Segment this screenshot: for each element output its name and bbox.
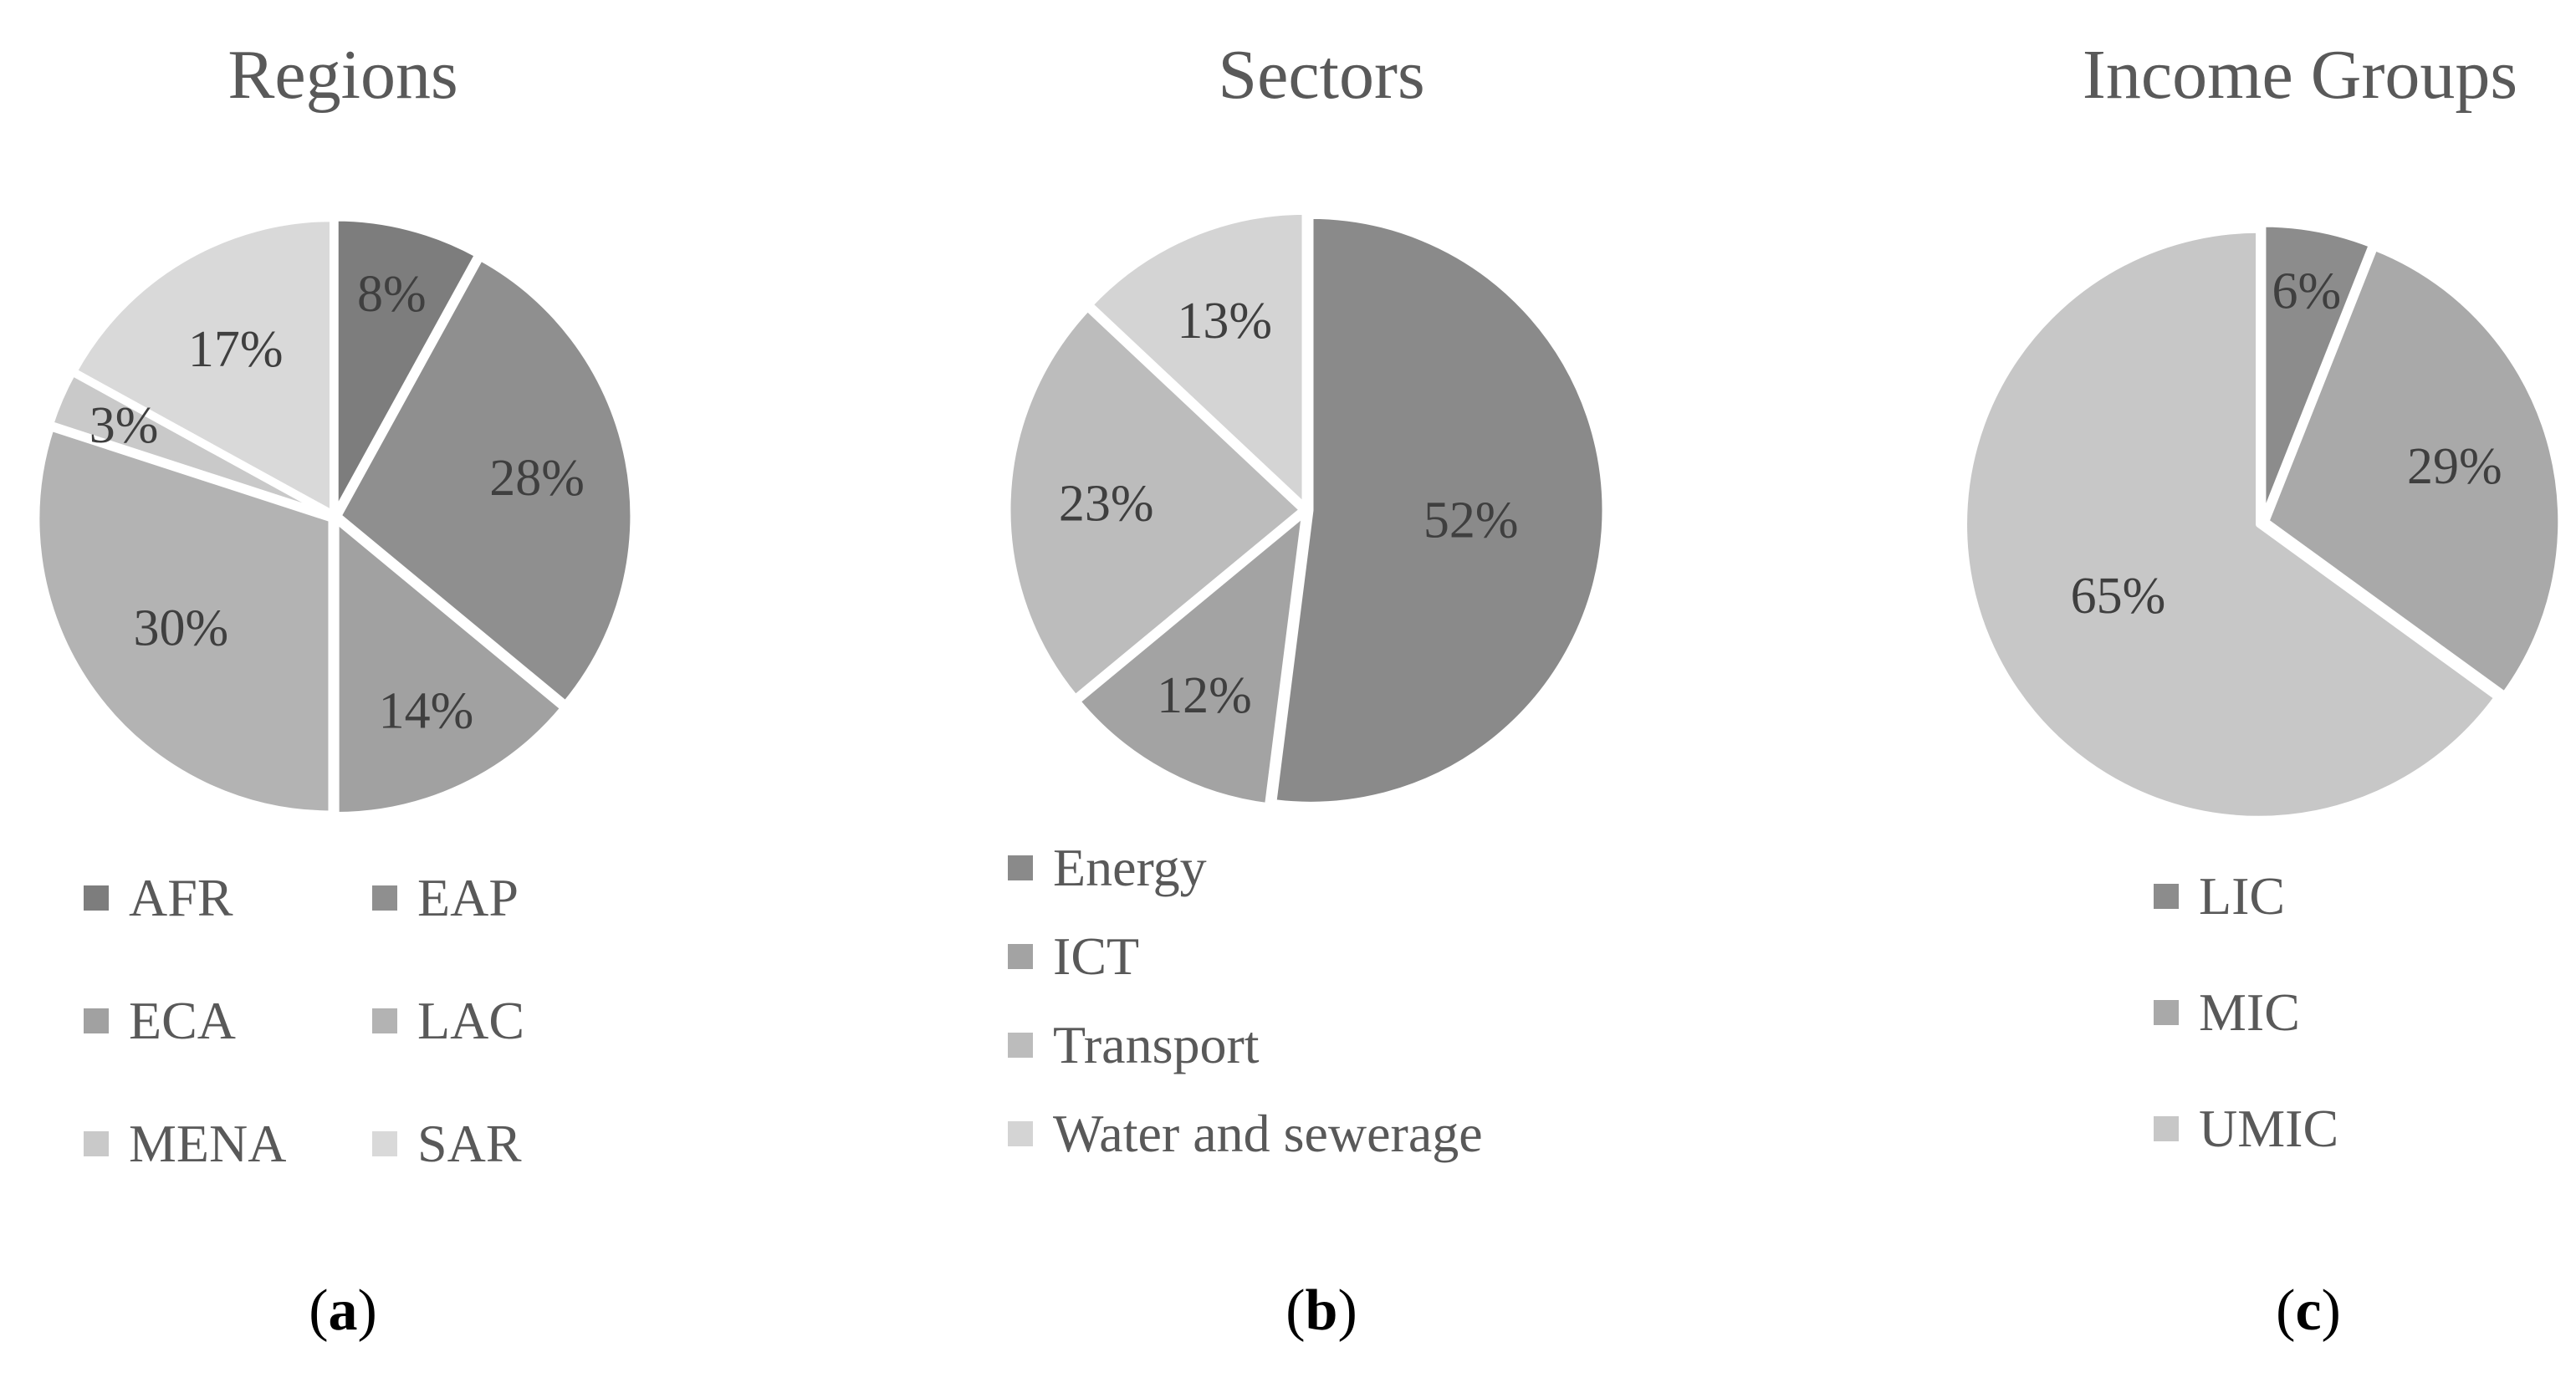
pie-chart-income-groups: 6% 29% 65% <box>1961 221 2564 822</box>
legend-item-umic: UMIC <box>2154 1070 2338 1186</box>
pie-slice-eca <box>333 518 566 819</box>
slice-label-water-and-sewerage: 13% <box>1177 293 1272 350</box>
pie-slice-mic <box>2263 244 2564 698</box>
pie-slice-ict <box>1074 510 1308 809</box>
legend-label-lac: LAC <box>417 990 524 1050</box>
pie-slice-sar <box>71 216 335 517</box>
legend-item-eca: ECA <box>84 959 372 1082</box>
pie-slice-lic <box>2260 221 2375 522</box>
legend-swatch-sar <box>372 1130 397 1156</box>
caption-paren: ) <box>357 1278 377 1343</box>
caption-paren: ( <box>309 1278 329 1343</box>
legend-item-lic: LIC <box>2154 838 2338 954</box>
chart-title-income-groups: Income Groups <box>2082 36 2518 114</box>
pie-slice-lac <box>33 425 335 817</box>
pie-slice-energy <box>1270 212 1608 808</box>
legend-label-eca: ECA <box>129 990 236 1050</box>
caption-paren: ) <box>1337 1278 1357 1343</box>
slice-label-mena: 3% <box>89 397 159 454</box>
legend-label-mic: MIC <box>2199 982 2300 1042</box>
legend-sectors: Energy ICT Transport Water and sewerage <box>1008 824 1483 1178</box>
legend-label-ict: ICT <box>1053 926 1140 986</box>
pie-slice-water-and-sewerage <box>1086 208 1308 509</box>
legend-swatch-transport <box>1008 1033 1033 1058</box>
pie-slice-afr <box>332 215 481 516</box>
legend-item-energy: Energy <box>1008 824 1483 912</box>
caption-letter: a <box>328 1278 358 1343</box>
caption-b: (b) <box>1285 1278 1357 1345</box>
pie-slice-eap <box>335 255 636 707</box>
legend-label-mena: MENA <box>129 1113 287 1173</box>
legend-income-groups: LIC MIC UMIC <box>2154 838 2338 1186</box>
caption-letter: b <box>1305 1278 1338 1343</box>
slice-label-umic: 65% <box>2071 568 2166 625</box>
caption-paren: ( <box>2276 1278 2296 1343</box>
legend-swatch-lic <box>2154 883 2179 909</box>
slice-label-eap: 28% <box>489 450 585 507</box>
slice-label-sar: 17% <box>188 321 284 378</box>
caption-c: (c) <box>2276 1278 2341 1345</box>
slice-label-ict: 12% <box>1157 667 1252 724</box>
legend-regions: AFR EAP ECA LAC MENA SAR <box>84 836 524 1205</box>
legend-item-afr: AFR <box>84 836 372 959</box>
legend-swatch-eap <box>372 885 397 911</box>
legend-swatch-energy <box>1008 855 1033 880</box>
legend-swatch-ict <box>1008 944 1033 969</box>
legend-label-transport: Transport <box>1053 1015 1260 1074</box>
caption-letter: c <box>2295 1278 2322 1343</box>
legend-swatch-eca <box>84 1008 109 1033</box>
slice-label-eca: 14% <box>379 683 474 740</box>
caption-paren: ( <box>1285 1278 1306 1343</box>
legend-swatch-lac <box>372 1008 397 1033</box>
slice-label-energy: 52% <box>1423 492 1519 549</box>
pie-slice-transport <box>1004 305 1306 701</box>
slice-label-mic: 29% <box>2407 438 2502 495</box>
legend-label-sar: SAR <box>417 1113 522 1173</box>
legend-label-umic: UMIC <box>2199 1098 2339 1158</box>
legend-label-eap: EAP <box>417 867 519 927</box>
legend-swatch-mena <box>84 1130 109 1156</box>
pie-chart-regions: 8% 28% 14% 30% 3% 17% <box>33 215 636 819</box>
chart-title-regions: Regions <box>227 36 458 114</box>
legend-label-energy: Energy <box>1053 838 1207 897</box>
caption-a: (a) <box>309 1278 377 1345</box>
legend-item-lac: LAC <box>372 959 524 1082</box>
slice-label-afr: 8% <box>357 266 427 323</box>
slice-label-lic: 6% <box>2272 263 2341 319</box>
legend-swatch-water-and-sewerage <box>1008 1121 1033 1146</box>
legend-item-mena: MENA <box>84 1082 372 1205</box>
legend-item-mic: MIC <box>2154 954 2338 1070</box>
legend-label-afr: AFR <box>129 867 233 927</box>
slice-label-lac: 30% <box>133 600 228 656</box>
slice-label-transport: 23% <box>1059 475 1154 532</box>
legend-item-water-and-sewerage: Water and sewerage <box>1008 1089 1483 1178</box>
legend-item-ict: ICT <box>1008 912 1483 1001</box>
legend-label-lic: LIC <box>2199 865 2286 926</box>
chart-title-sectors: Sectors <box>1218 36 1425 114</box>
legend-item-sar: SAR <box>372 1082 524 1205</box>
pie-slice-umic <box>1961 227 2500 822</box>
legend-item-transport: Transport <box>1008 1001 1483 1089</box>
legend-swatch-umic <box>2154 1115 2179 1141</box>
legend-swatch-afr <box>84 885 109 911</box>
legend-item-eap: EAP <box>372 836 524 959</box>
pie-chart-sectors: 52% 12% 23% 13% <box>1004 208 1608 809</box>
legend-label-water-and-sewerage: Water and sewerage <box>1053 1104 1483 1163</box>
caption-paren: ) <box>2321 1278 2341 1343</box>
legend-swatch-mic <box>2154 999 2179 1025</box>
